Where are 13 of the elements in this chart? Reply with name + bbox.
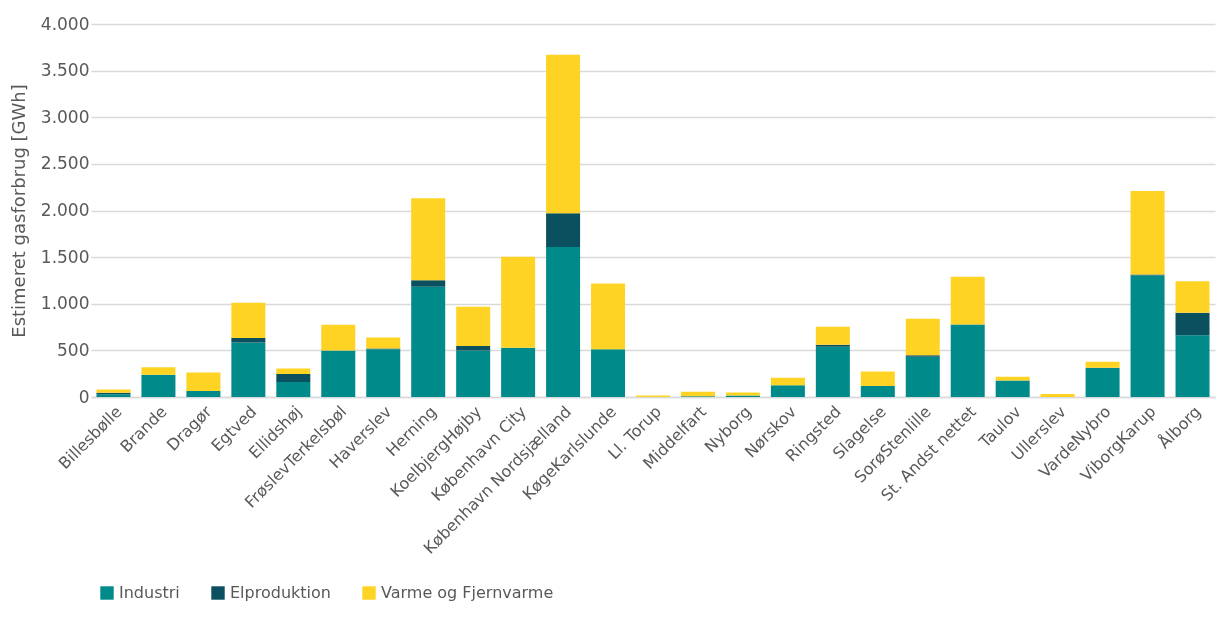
y-tick-label: 0 xyxy=(78,386,90,407)
legend-label: Elproduktion xyxy=(230,583,331,602)
y-axis-title: Estimeret gasforbrug [GWh] xyxy=(7,84,29,338)
y-tick-label: 1.500 xyxy=(40,246,90,267)
y-tick-label: 2.500 xyxy=(40,153,90,174)
y-tick-label: 2.000 xyxy=(40,200,90,220)
y-tick-label: 500 xyxy=(57,339,90,360)
y-tick-label: 4.000 xyxy=(40,13,90,34)
legend-label: Varme og Fjernvarme xyxy=(381,583,554,602)
y-tick-label: 3.000 xyxy=(40,106,90,127)
legend-label: Industri xyxy=(119,583,180,602)
y-tick-label: 1.000 xyxy=(40,293,90,314)
y-tick-label: 3.500 xyxy=(40,60,90,81)
